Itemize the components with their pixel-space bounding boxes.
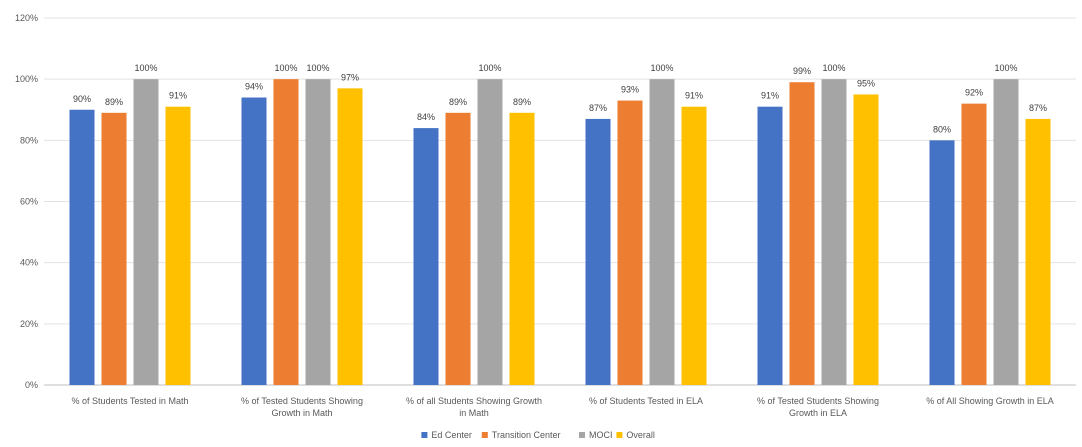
- data-label: 89%: [513, 97, 531, 107]
- legend-swatch: [481, 432, 488, 438]
- data-label: 91%: [685, 91, 703, 101]
- data-label: 87%: [1029, 103, 1047, 113]
- bar-moci: [133, 79, 159, 386]
- data-label: 100%: [994, 63, 1017, 73]
- gridlines: [44, 17, 1076, 386]
- data-label: 100%: [306, 63, 329, 73]
- x-axis-categories: % of Students Tested in Math % of Tested …: [72, 396, 1054, 418]
- bar-moci: [993, 79, 1019, 386]
- legend-label: MOCI: [589, 430, 613, 440]
- bar-transition-center: [101, 112, 127, 385]
- bar-ed-center: [929, 140, 955, 385]
- category-label: % of Students Tested in ELA: [589, 396, 703, 406]
- data-label: 100%: [274, 63, 297, 73]
- y-axis-ticks: 0% 20% 40% 60% 80% 100% 120%: [15, 13, 38, 390]
- bar-moci: [305, 79, 331, 386]
- bar-moci: [821, 79, 847, 386]
- data-label: 99%: [793, 66, 811, 76]
- bar-ed-center: [757, 106, 783, 386]
- data-label: 92%: [965, 88, 983, 98]
- y-tick-label: 120%: [15, 13, 38, 23]
- legend-swatch: [579, 432, 585, 438]
- y-tick-label: 20%: [20, 319, 38, 329]
- bar-overall: [165, 106, 191, 386]
- bar-transition-center: [961, 103, 987, 385]
- bar-transition-center: [445, 112, 471, 385]
- data-label: 87%: [589, 103, 607, 113]
- data-label: 100%: [478, 63, 501, 73]
- bar-overall: [337, 88, 363, 385]
- data-label: 100%: [650, 63, 673, 73]
- data-label: 94%: [245, 82, 263, 92]
- bar-ed-center: [241, 97, 267, 386]
- bar-ed-center: [413, 128, 439, 385]
- y-tick-label: 0%: [25, 380, 38, 390]
- category-label: % of All Showing Growth in ELA: [926, 396, 1054, 406]
- category-label: % of Students Tested in Math: [72, 396, 189, 406]
- category-label: % of all Students Showing Growth: [406, 396, 542, 406]
- legend-swatch: [616, 432, 623, 438]
- data-label: 100%: [134, 63, 157, 73]
- data-label: 89%: [105, 97, 123, 107]
- data-labels: 90% 89% 100% 91% 94% 100% 100% 97% 84% 89% 100% 89%…: [73, 63, 1047, 134]
- bar-overall: [1025, 118, 1051, 386]
- data-label: 90%: [73, 94, 91, 104]
- bar-overall: [681, 106, 707, 386]
- y-tick-label: 100%: [15, 74, 38, 84]
- data-label: 84%: [417, 112, 435, 122]
- data-label: 100%: [822, 63, 845, 73]
- category-label: in Math: [459, 408, 489, 418]
- bar-moci: [477, 79, 503, 386]
- legend-label: Transition Center: [492, 430, 561, 440]
- bar-transition-center: [273, 79, 299, 386]
- data-label: 89%: [449, 97, 467, 107]
- data-label: 97%: [341, 72, 359, 82]
- bar-ed-center: [69, 109, 95, 385]
- legend-label: Overall: [626, 430, 655, 440]
- legend: Ed Center Transition Center MOCI Overall: [421, 430, 655, 440]
- legend-label: Ed Center: [431, 430, 472, 440]
- data-label: 91%: [761, 91, 779, 101]
- data-label: 95%: [857, 78, 875, 88]
- bar-overall: [853, 94, 879, 385]
- data-label: 80%: [933, 124, 951, 134]
- category-label: Growth in Math: [271, 408, 332, 418]
- y-tick-label: 40%: [20, 258, 38, 268]
- bar-overall: [509, 112, 535, 385]
- data-label: 93%: [621, 85, 639, 95]
- y-tick-label: 60%: [20, 197, 38, 207]
- category-label: Growth in ELA: [789, 408, 847, 418]
- data-label: 91%: [169, 91, 187, 101]
- legend-swatch: [421, 432, 428, 438]
- category-label: % of Tested Students Showing: [241, 396, 363, 406]
- bars: [69, 79, 1051, 386]
- bar-transition-center: [789, 82, 815, 385]
- bar-ed-center: [585, 118, 611, 386]
- y-tick-label: 80%: [20, 135, 38, 145]
- category-label: % of Tested Students Showing: [757, 396, 879, 406]
- bar-transition-center: [617, 100, 643, 385]
- bar-moci: [649, 79, 675, 386]
